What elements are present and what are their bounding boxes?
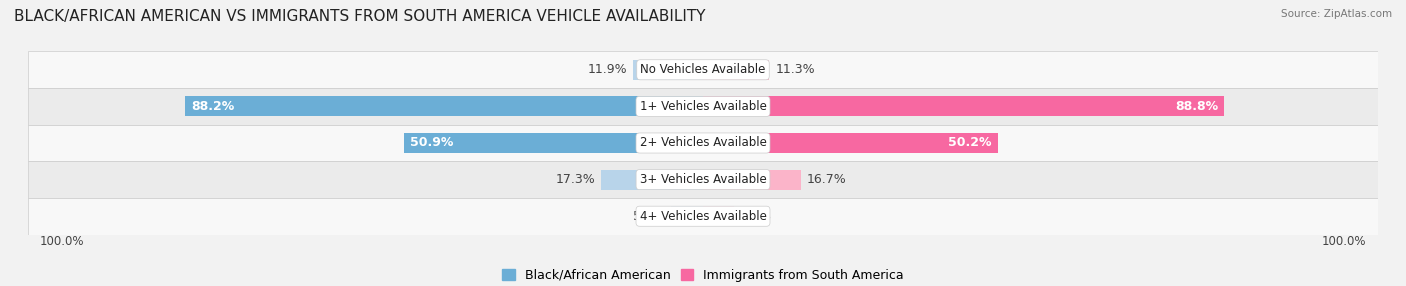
Text: 100.0%: 100.0% <box>1322 235 1367 248</box>
Text: 11.3%: 11.3% <box>775 63 815 76</box>
Text: 5.2%: 5.2% <box>740 210 772 223</box>
Bar <box>703 170 801 190</box>
Text: 50.9%: 50.9% <box>411 136 454 150</box>
Bar <box>405 133 703 153</box>
Text: 1+ Vehicles Available: 1+ Vehicles Available <box>640 100 766 113</box>
Bar <box>28 88 1378 125</box>
Bar <box>186 96 703 116</box>
Text: 4+ Vehicles Available: 4+ Vehicles Available <box>640 210 766 223</box>
Bar <box>703 60 769 80</box>
Bar <box>703 206 734 226</box>
Text: 11.9%: 11.9% <box>588 63 627 76</box>
Text: No Vehicles Available: No Vehicles Available <box>640 63 766 76</box>
Bar <box>671 206 703 226</box>
Bar <box>28 198 1378 235</box>
Text: 50.2%: 50.2% <box>948 136 991 150</box>
Text: 5.5%: 5.5% <box>633 210 665 223</box>
Text: 2+ Vehicles Available: 2+ Vehicles Available <box>640 136 766 150</box>
Bar <box>28 161 1378 198</box>
Bar <box>703 96 1225 116</box>
Text: Source: ZipAtlas.com: Source: ZipAtlas.com <box>1281 9 1392 19</box>
Text: BLACK/AFRICAN AMERICAN VS IMMIGRANTS FROM SOUTH AMERICA VEHICLE AVAILABILITY: BLACK/AFRICAN AMERICAN VS IMMIGRANTS FRO… <box>14 9 706 23</box>
Text: 3+ Vehicles Available: 3+ Vehicles Available <box>640 173 766 186</box>
Text: 88.2%: 88.2% <box>191 100 235 113</box>
Bar <box>602 170 703 190</box>
Text: 88.8%: 88.8% <box>1175 100 1218 113</box>
Text: 16.7%: 16.7% <box>807 173 846 186</box>
Bar <box>703 133 998 153</box>
Legend: Black/African American, Immigrants from South America: Black/African American, Immigrants from … <box>498 264 908 286</box>
Bar <box>633 60 703 80</box>
Bar <box>28 51 1378 88</box>
Bar <box>28 125 1378 161</box>
Text: 17.3%: 17.3% <box>555 173 596 186</box>
Text: 100.0%: 100.0% <box>39 235 84 248</box>
